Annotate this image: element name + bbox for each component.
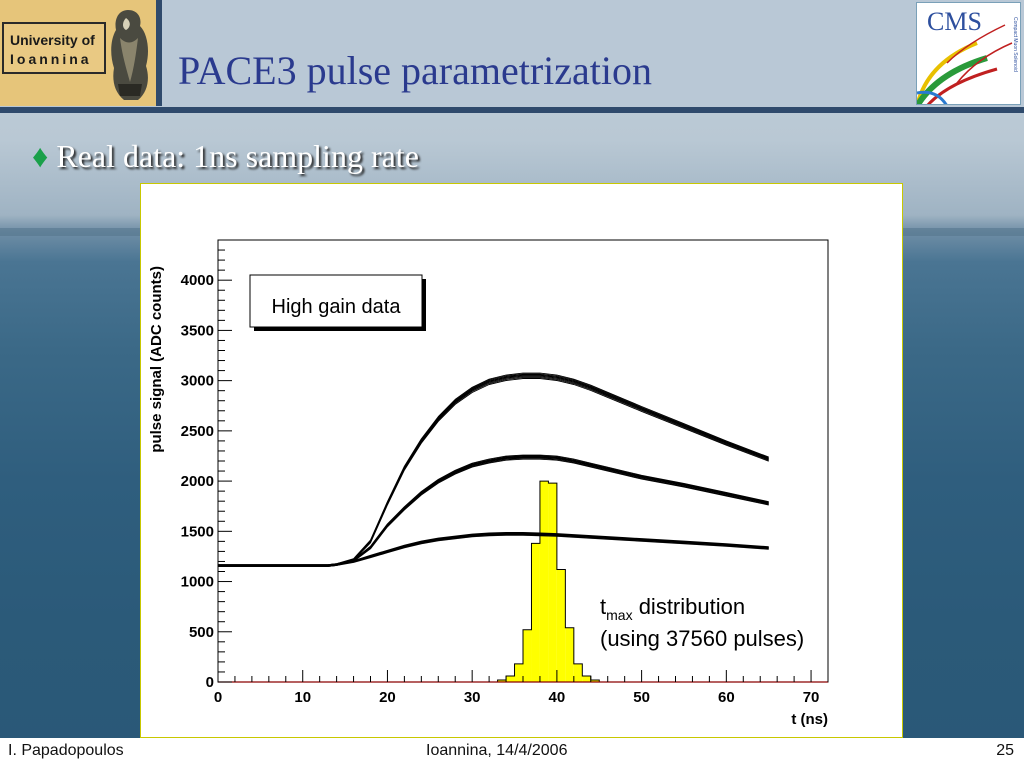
pulse-curve (218, 375, 769, 566)
university-logo-line1: University of (10, 32, 95, 48)
cms-logo: CMS Compact Muon Solenoid (916, 2, 1021, 105)
pulse-curve (218, 457, 769, 567)
university-logo-panel: University of Ioannina (2, 22, 106, 74)
legend-box: High gain data (249, 274, 426, 331)
x-tick-label: 50 (633, 689, 650, 706)
tmax-t: t (600, 594, 606, 619)
tmax-subscript: max (606, 607, 632, 623)
pulse-curve (218, 533, 769, 566)
y-tick-label: 1500 (181, 523, 214, 540)
x-tick-label: 0 (214, 689, 222, 706)
pulse-series-group (218, 372, 769, 567)
legend-frame (249, 274, 423, 328)
x-axis-label: t (ns) (791, 711, 828, 728)
pulse-series-2 (218, 454, 769, 567)
pulse-series-1 (218, 372, 769, 567)
histogram-outline (497, 480, 600, 682)
cms-logo-text: CMS (927, 7, 982, 36)
tmax-rest: distribution (633, 594, 746, 619)
pulse-curve (218, 373, 769, 566)
pulse-curve (218, 372, 769, 566)
y-tick-label: 3500 (181, 322, 214, 339)
tmax-histogram (497, 480, 600, 682)
x-tick-label: 20 (379, 689, 396, 706)
axis-ticks: 0 10 20 30 40 50 60 70 0 500 1000 1500 2000 2500 3000 3… (181, 239, 829, 706)
owl-emblem-icon (111, 10, 148, 100)
cms-detector-icon (917, 24, 1013, 104)
footer-author: I. Papadopoulos (8, 742, 124, 759)
pulse-curve (218, 454, 769, 566)
y-axis-label: pulse signal (ADC counts) (148, 266, 165, 453)
pulse-curve (218, 534, 769, 567)
footer-page-number: 25 (996, 742, 1014, 759)
pulse-curve (218, 534, 769, 567)
pulse-curve (218, 378, 769, 567)
y-tick-label: 1000 (181, 574, 214, 591)
bullet-item: ♦ Real data: 1ns sampling rate (32, 138, 419, 175)
x-tick-label: 60 (718, 689, 735, 706)
tmax-annotation-line2: (using 37560 pulses) (600, 626, 804, 651)
header-rule (0, 107, 1024, 113)
x-tick-label: 10 (294, 689, 311, 706)
pulse-curve (218, 455, 769, 566)
pulse-chart: 0 10 20 30 40 50 60 70 0 500 1000 1500 2000 2500 3000 3… (148, 239, 829, 728)
pulse-curve (218, 457, 769, 567)
university-logo: University of Ioannina (0, 0, 162, 106)
histogram-bar (531, 543, 540, 682)
legend-text: High gain data (272, 296, 402, 318)
diamond-bullet-icon: ♦ (32, 138, 49, 174)
x-tick-label: 40 (549, 689, 566, 706)
slide-header (0, 0, 1024, 107)
pulse-curve (218, 532, 769, 566)
histogram-bar (514, 663, 523, 682)
pulse-series-3 (218, 532, 769, 567)
histogram-bar (497, 679, 507, 682)
y-tick-label: 4000 (181, 272, 214, 289)
histogram-bar (573, 663, 583, 682)
pulse-curve (218, 376, 769, 567)
x-tick-label: 70 (803, 689, 820, 706)
histogram-bar (506, 675, 515, 682)
y-tick-label: 2500 (181, 423, 214, 440)
pulse-curve (218, 456, 769, 566)
cms-logo-subtitle: Compact Muon Solenoid (1012, 17, 1018, 72)
footer-bar (0, 738, 1024, 768)
histogram-bar (539, 481, 549, 682)
histogram-bar (556, 569, 566, 682)
y-tick-label: 0 (206, 674, 214, 691)
histogram-bar (582, 675, 591, 682)
tmax-annotation: tmax distribution (600, 594, 745, 623)
university-logo-line2: Ioannina (10, 51, 92, 67)
footer-place-date: Ioannina, 14/4/2006 (426, 742, 568, 759)
histogram-bar (548, 483, 557, 682)
pulse-curve (218, 455, 769, 566)
y-tick-label: 500 (189, 624, 214, 641)
bullet-text: Real data: 1ns sampling rate (56, 138, 419, 174)
pulse-curve (218, 458, 769, 567)
pulse-curve (218, 532, 769, 566)
y-tick-label: 2000 (181, 473, 214, 490)
y-tick-label: 3000 (181, 373, 214, 390)
chart-panel: 0 10 20 30 40 50 60 70 0 500 1000 1500 2000 2500 3000 3… (140, 183, 903, 738)
pulse-curve (218, 375, 769, 567)
pulse-curve (218, 532, 769, 566)
histogram-bar (523, 629, 532, 682)
pulse-curve (218, 533, 769, 567)
page-title: PACE3 pulse parametrization (178, 48, 652, 93)
histogram-bar (565, 627, 574, 682)
x-tick-label: 30 (464, 689, 481, 706)
pulse-curve (218, 374, 769, 566)
histogram-bar (590, 679, 600, 682)
